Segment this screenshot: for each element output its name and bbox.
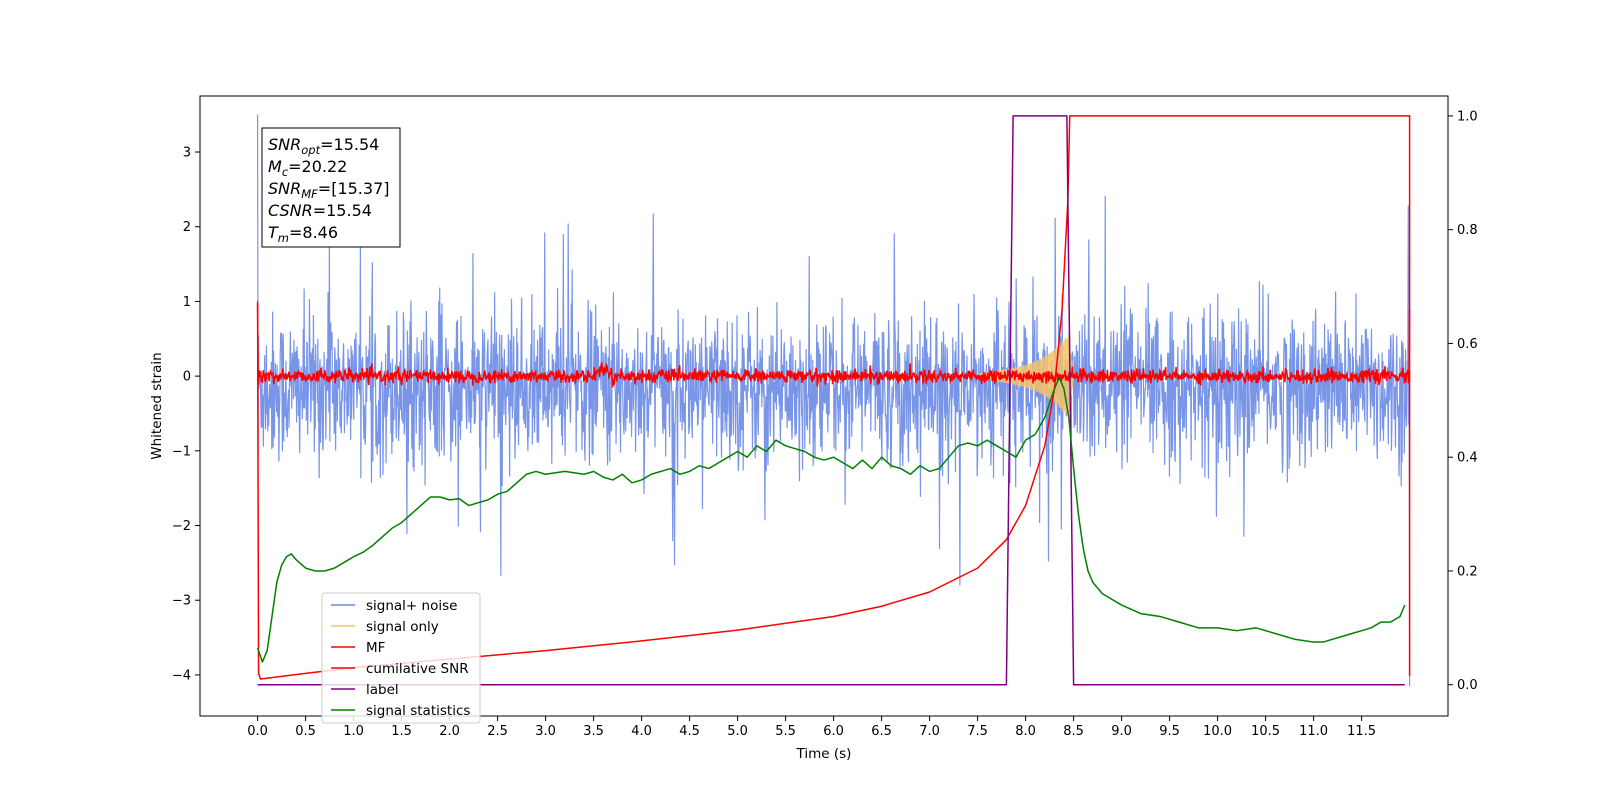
x-tick-label: 4.0 [631, 724, 652, 739]
x-tick-label: 4.5 [679, 724, 700, 739]
legend-label: MF [366, 640, 385, 656]
x-tick-label: 0.0 [247, 724, 268, 739]
y-tick-label: 1 [183, 295, 191, 310]
annotation-line: SNRopt=15.54 [268, 135, 379, 157]
x-tick-label: 10.5 [1251, 724, 1280, 739]
x-tick-label: 3.0 [535, 724, 556, 739]
y2-tick-label: 0.8 [1457, 223, 1478, 238]
x-tick-label: 8.0 [1015, 724, 1036, 739]
x-tick-label: 9.5 [1159, 724, 1180, 739]
legend-frame [321, 592, 481, 724]
series-label [257, 115, 1405, 686]
y-axis-label: Whitened strain [149, 352, 165, 459]
legend-label: signal+ noise [366, 598, 457, 614]
y2-tick-label: 0.4 [1457, 451, 1478, 466]
y-tick-label: 2 [183, 220, 191, 235]
annotation-line: Mc=20.22 [268, 157, 347, 179]
x-tick-label: 5.5 [775, 724, 796, 739]
x-tick-label: 6.0 [823, 724, 844, 739]
y-tick-label: −1 [172, 444, 191, 459]
y-tick-label: 3 [183, 146, 191, 161]
x-tick-label: 11.0 [1299, 724, 1328, 739]
legend-label: label [366, 682, 399, 698]
annotation-line: CSNR=15.54 [268, 201, 372, 220]
x-tick-label: 6.5 [871, 724, 892, 739]
x-tick-label: 10.0 [1203, 724, 1232, 739]
x-tick-label: 2.0 [439, 724, 460, 739]
x-tick-label: 9.0 [1111, 724, 1132, 739]
y2-tick-label: 0.0 [1457, 678, 1478, 693]
annotation-frame [261, 127, 401, 248]
x-tick-label: 1.0 [343, 724, 364, 739]
series-mf [256, 301, 1411, 388]
y-tick-label: −2 [172, 519, 191, 534]
legend-label: cumilative SNR [366, 661, 469, 677]
annotation-line: Tm=8.46 [268, 223, 338, 245]
legend: signal+ noise signal only MF cumilative SNR… [321, 592, 481, 724]
x-tick-label: 1.5 [391, 724, 412, 739]
x-tick-label: 7.0 [919, 724, 940, 739]
y2-tick-label: 1.0 [1457, 109, 1478, 124]
plot-frame [199, 95, 1449, 717]
y2-tick-label: 0.6 [1457, 337, 1478, 352]
x-tick-label: 7.5 [967, 724, 988, 739]
y-tick-label: −4 [172, 668, 191, 683]
legend-label: signal only [366, 619, 439, 635]
x-tick-label: 2.5 [487, 724, 508, 739]
y-tick-label: −3 [172, 594, 191, 609]
x-tick-label: 8.5 [1063, 724, 1084, 739]
annotation-line: SNRMF=[15.37] [268, 179, 390, 201]
x-tick-label: 5.0 [727, 724, 748, 739]
x-axis-label: Time (s) [796, 746, 852, 762]
x-tick-label: 3.5 [583, 724, 604, 739]
y-tick-label: 0 [183, 370, 191, 385]
legend-label: signal statistics [366, 703, 470, 719]
y2-tick-label: 0.2 [1457, 564, 1478, 579]
x-tick-label: 0.5 [295, 724, 316, 739]
ticks-layer: 0.0 0.5 1.0 1.5 2.0 2.5 3.0 3.5 4.0 4.5 5.0 5.5 6.0 6… [172, 109, 1478, 739]
annotation-box: SNRopt=15.54Mc=20.22SNRMF=[15.37]CSNR=15… [261, 127, 401, 248]
series-signal-statistics [256, 376, 1406, 663]
x-tick-label: 11.5 [1347, 724, 1376, 739]
